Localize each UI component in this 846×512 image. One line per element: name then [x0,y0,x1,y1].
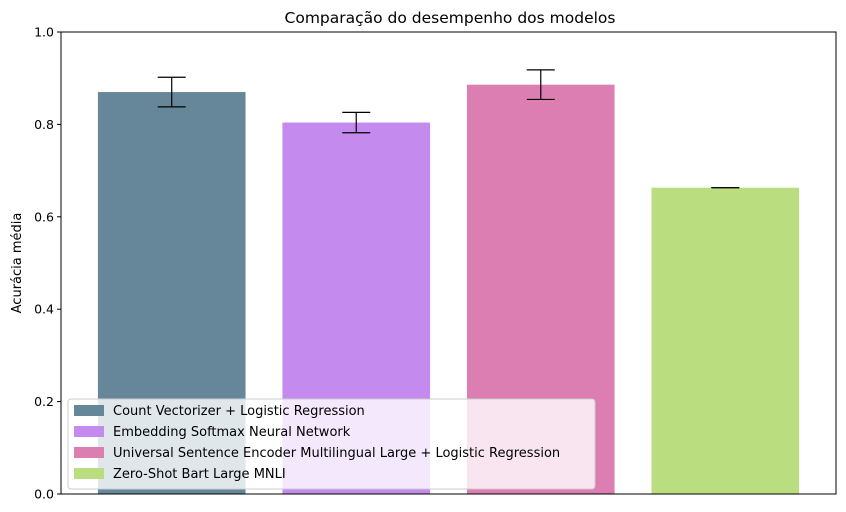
y-tick-label: 0.0 [34,487,54,502]
legend-item-3: Universal Sentence Encoder Multilingual … [74,446,560,461]
legend-item-1: Count Vectorizer + Logistic Regression [74,404,365,419]
legend-item-4: Zero-Shot Bart Large MNLI [74,467,286,482]
y-axis-label: Acurácia média [10,213,25,314]
y-tick-label: 1.0 [34,25,54,40]
legend-item-2: Embedding Softmax Neural Network [74,425,351,440]
legend-swatch [74,447,104,458]
legend [67,398,596,490]
legend-label: Zero-Shot Bart Large MNLI [113,467,286,482]
y-tick-label: 0.6 [34,209,54,224]
y-tick-label: 0.4 [34,302,54,317]
error-bar-1 [157,76,186,108]
legend-label: Count Vectorizer + Logistic Regression [113,404,365,419]
plot-frame [60,31,837,495]
y-tick-label: 0.2 [34,394,54,409]
bar-4 [651,187,800,494]
legend-swatch [74,405,104,416]
error-bar-3 [526,69,555,101]
legend-swatch [74,426,104,437]
legend-swatch [74,468,104,479]
error-bar-2 [342,111,371,134]
chart-title: Comparação do desempenho dos modelos [285,9,616,27]
legend-label: Universal Sentence Encoder Multilingual … [113,446,560,461]
legend-label: Embedding Softmax Neural Network [113,425,351,440]
y-tick-label: 0.8 [34,117,54,132]
